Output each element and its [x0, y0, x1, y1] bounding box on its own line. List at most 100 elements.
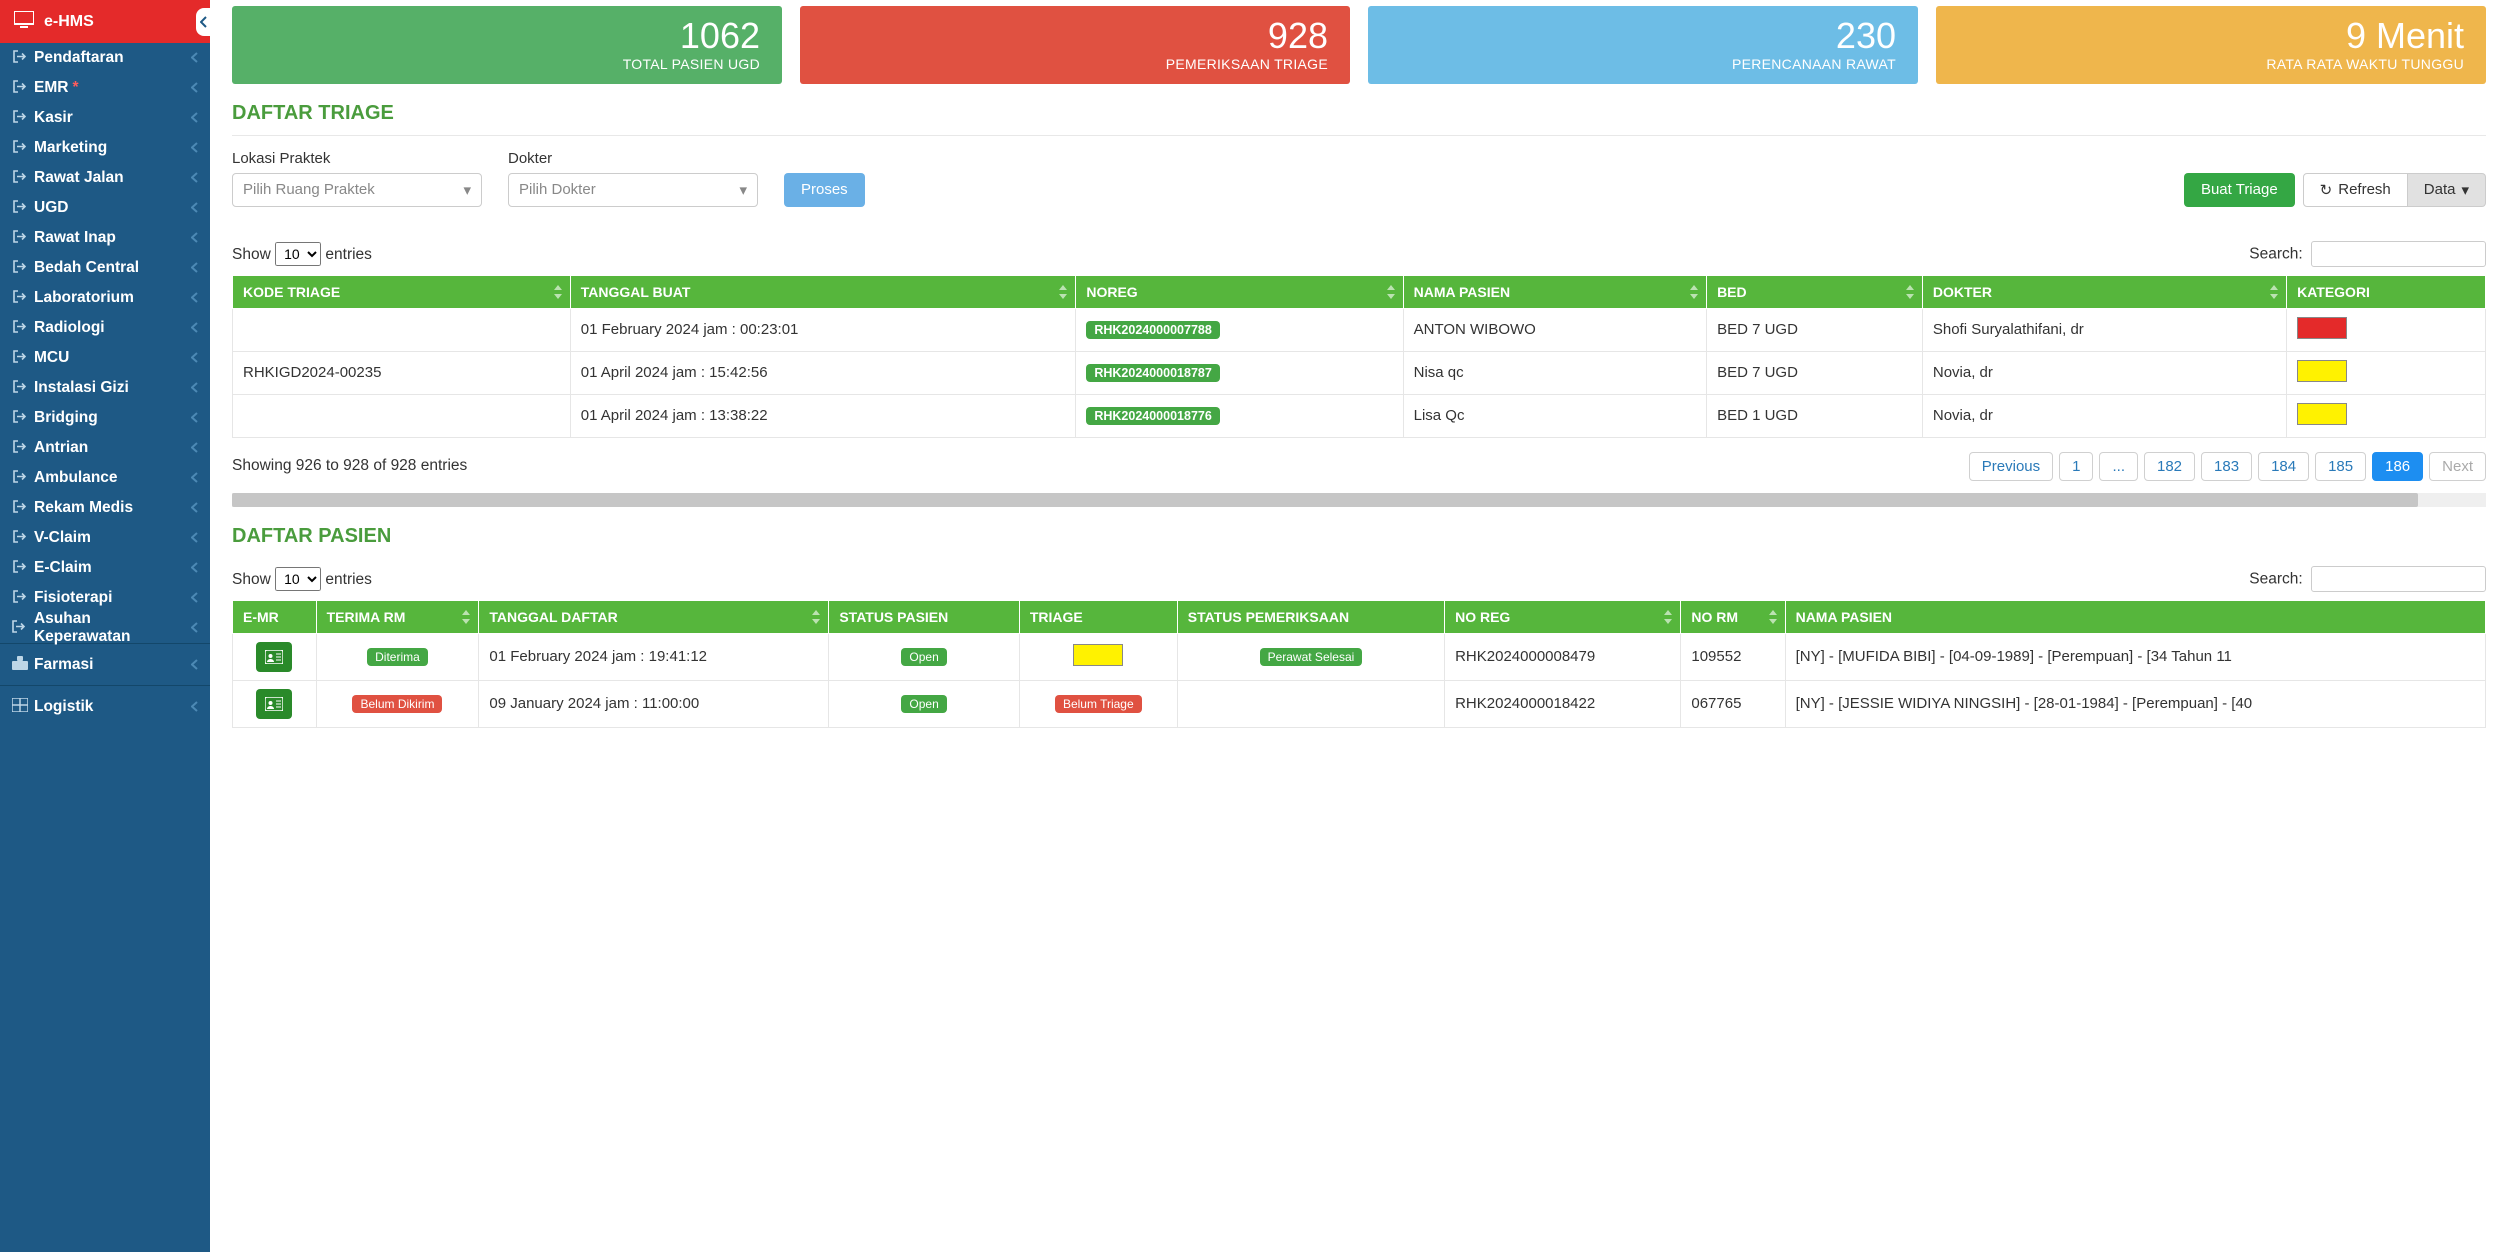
- next-button[interactable]: Next: [2429, 452, 2486, 481]
- lokasi-select[interactable]: Pilih Ruang Praktek ▾: [232, 173, 482, 207]
- collapse-sidebar-button[interactable]: [196, 8, 212, 36]
- col-header[interactable]: BED: [1707, 275, 1923, 308]
- refresh-button[interactable]: ↻ Refresh: [2303, 173, 2408, 207]
- chevron-left-icon: [191, 380, 198, 396]
- chevron-left-icon: [191, 500, 198, 516]
- sidebar-item-rawat-jalan[interactable]: Rawat Jalan: [0, 163, 210, 193]
- page-button[interactable]: 182: [2144, 452, 2195, 481]
- sidebar-item-mcu[interactable]: MCU: [0, 343, 210, 373]
- triage-badge: Belum Triage: [1055, 695, 1142, 713]
- chevron-left-icon: [191, 560, 198, 576]
- emr-button[interactable]: [256, 689, 292, 719]
- chevron-left-icon: [191, 620, 198, 636]
- pasien-title: DAFTAR PASIEN: [232, 525, 2486, 548]
- prev-button[interactable]: Previous: [1969, 452, 2053, 481]
- sidebar-item-kasir[interactable]: Kasir: [0, 103, 210, 133]
- page-button[interactable]: ...: [2099, 452, 2138, 481]
- dokter-select[interactable]: Pilih Dokter ▾: [508, 173, 758, 207]
- entries-select[interactable]: 10: [275, 242, 321, 266]
- col-header[interactable]: NOREG: [1076, 275, 1403, 308]
- kategori-box: [2297, 403, 2347, 425]
- sidebar-item-ugd[interactable]: UGD: [0, 193, 210, 223]
- table-row: Diterima01 February 2024 jam : 19:41:12O…: [233, 633, 2486, 680]
- dokter-label: Dokter: [508, 150, 758, 167]
- signout-icon: [12, 620, 26, 636]
- col-header[interactable]: TRIAGE: [1019, 600, 1177, 633]
- col-header[interactable]: NAMA PASIEN: [1403, 275, 1706, 308]
- signout-icon: [12, 200, 26, 216]
- table-row: 01 April 2024 jam : 13:38:22RHK202400001…: [233, 394, 2486, 437]
- sidebar-item-e-claim[interactable]: E-Claim: [0, 553, 210, 583]
- sidebar-item-rekam-medis[interactable]: Rekam Medis: [0, 493, 210, 523]
- signout-icon: [12, 170, 26, 186]
- col-header[interactable]: NO REG: [1445, 600, 1681, 633]
- col-header[interactable]: TERIMA RM: [316, 600, 479, 633]
- filter-row: Lokasi Praktek Pilih Ruang Praktek ▾ Dok…: [232, 150, 2486, 207]
- sidebar-item-pendaftaran[interactable]: Pendaftaran: [0, 43, 210, 73]
- chevron-left-icon: [191, 260, 198, 276]
- col-header[interactable]: TANGGAL BUAT: [570, 275, 1076, 308]
- page-button[interactable]: 186: [2372, 452, 2423, 481]
- rm-badge: Belum Dikirim: [352, 695, 442, 713]
- stat-card: 1062TOTAL PASIEN UGD: [232, 6, 782, 84]
- signout-icon: [12, 410, 26, 426]
- chevron-left-icon: [191, 290, 198, 306]
- proses-button[interactable]: Proses: [784, 173, 865, 207]
- page-button[interactable]: 184: [2258, 452, 2309, 481]
- sidebar-item-bridging[interactable]: Bridging: [0, 403, 210, 433]
- col-header[interactable]: TANGGAL DAFTAR: [479, 600, 829, 633]
- sidebar-section-logistik[interactable]: Logistik: [0, 685, 210, 727]
- sidebar: e-HMS PendaftaranEMR*KasirMarketingRawat…: [0, 0, 210, 1252]
- col-header[interactable]: NO RM: [1681, 600, 1785, 633]
- sidebar-item-rawat-inap[interactable]: Rawat Inap: [0, 223, 210, 253]
- section-icon: [12, 656, 26, 673]
- sidebar-item-antrian[interactable]: Antrian: [0, 433, 210, 463]
- emr-button[interactable]: [256, 642, 292, 672]
- noreg-badge: RHK2024000018787: [1086, 364, 1219, 382]
- sidebar-item-marketing[interactable]: Marketing: [0, 133, 210, 163]
- lokasi-label: Lokasi Praktek: [232, 150, 482, 167]
- page-button[interactable]: 183: [2201, 452, 2252, 481]
- sidebar-item-emr[interactable]: EMR*: [0, 73, 210, 103]
- search-input[interactable]: [2311, 241, 2486, 267]
- sidebar-item-instalasi-gizi[interactable]: Instalasi Gizi: [0, 373, 210, 403]
- kategori-box: [2297, 317, 2347, 339]
- col-header[interactable]: NAMA PASIEN: [1785, 600, 2485, 633]
- col-header[interactable]: KODE TRIAGE: [233, 275, 571, 308]
- sidebar-section-farmasi[interactable]: Farmasi: [0, 643, 210, 685]
- signout-icon: [12, 230, 26, 246]
- col-header[interactable]: STATUS PASIEN: [829, 600, 1020, 633]
- chevron-left-icon: [191, 440, 198, 456]
- search-input[interactable]: [2311, 566, 2486, 592]
- show-entries: Show 10 entries: [232, 567, 372, 591]
- signout-icon: [12, 590, 26, 606]
- chevron-left-icon: [191, 170, 198, 186]
- col-header[interactable]: DOKTER: [1922, 275, 2286, 308]
- chevron-left-icon: [191, 140, 198, 156]
- sidebar-item-radiologi[interactable]: Radiologi: [0, 313, 210, 343]
- pasien-table: E-MRTERIMA RMTANGGAL DAFTARSTATUS PASIEN…: [232, 600, 2486, 728]
- sidebar-item-v-claim[interactable]: V-Claim: [0, 523, 210, 553]
- table-row: Belum Dikirim09 January 2024 jam : 11:00…: [233, 680, 2486, 727]
- table-row: 01 February 2024 jam : 00:23:01RHK202400…: [233, 308, 2486, 351]
- col-header[interactable]: E-MR: [233, 600, 317, 633]
- col-header[interactable]: KATEGORI: [2287, 275, 2486, 308]
- entries-select[interactable]: 10: [275, 567, 321, 591]
- page-button[interactable]: 1: [2059, 452, 2093, 481]
- chevron-left-icon: [191, 320, 198, 336]
- chevron-left-icon: [191, 530, 198, 546]
- signout-icon: [12, 380, 26, 396]
- page-button[interactable]: 185: [2315, 452, 2366, 481]
- triage-title: DAFTAR TRIAGE: [232, 102, 2486, 125]
- sidebar-item-bedah-central[interactable]: Bedah Central: [0, 253, 210, 283]
- col-header[interactable]: STATUS PEMERIKSAAN: [1177, 600, 1444, 633]
- sidebar-item-fisioterapi[interactable]: Fisioterapi: [0, 583, 210, 613]
- sidebar-item-asuhan-keperawatan[interactable]: Asuhan Keperawatan: [0, 613, 210, 643]
- chevron-left-icon: [191, 657, 198, 673]
- hscrollbar[interactable]: [232, 493, 2486, 507]
- data-dropdown-button[interactable]: Data ▾: [2408, 173, 2486, 207]
- sidebar-item-ambulance[interactable]: Ambulance: [0, 463, 210, 493]
- sidebar-item-laboratorium[interactable]: Laboratorium: [0, 283, 210, 313]
- chevron-left-icon: [191, 699, 198, 715]
- buat-triage-button[interactable]: Buat Triage: [2184, 173, 2295, 207]
